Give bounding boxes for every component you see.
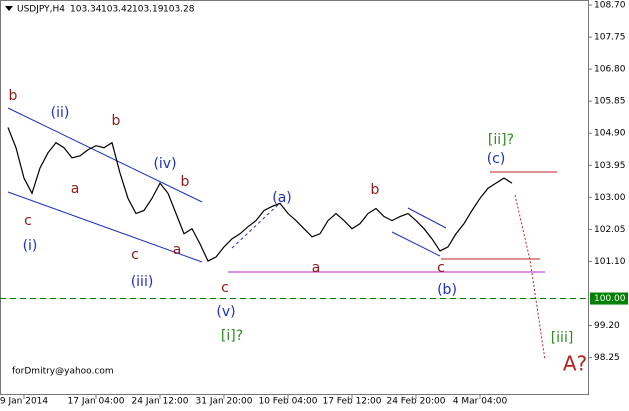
wave-label: [iii] [551, 330, 574, 346]
wave-label: (b) [437, 282, 457, 298]
trend-line [7, 107, 203, 203]
y-tick-label: 106.80 [594, 65, 626, 75]
x-tick-label: 31 Jan 20:00 [196, 397, 253, 407]
level-label-bg [590, 292, 628, 305]
price-line [7, 127, 513, 262]
wave-label: [i]? [221, 328, 243, 344]
channel-lines [7, 107, 447, 263]
x-tick-label: 10 Feb 04:00 [258, 397, 317, 407]
trend-line [7, 191, 203, 263]
wave-label: (ii) [51, 105, 70, 121]
y-tick-label: 104.90 [594, 129, 626, 139]
wave-label: c [24, 213, 32, 229]
trend-line [231, 202, 281, 249]
wave-label: c [131, 247, 139, 263]
y-tick-label: 102.05 [594, 225, 626, 235]
wave-label: A? [563, 352, 587, 376]
wave-label: [ii]? [488, 132, 514, 148]
wave-label: c [437, 260, 445, 276]
y-tick-label: 103.00 [594, 193, 626, 203]
y-tick-label: 103.95 [594, 161, 626, 171]
y-tick-label: 99.20 [594, 321, 620, 331]
wave-label: (iii) [131, 274, 154, 290]
watermark: forDmitry@yahoo.com [12, 367, 114, 377]
wave-label: a [71, 181, 80, 197]
plot-frame [0, 0, 589, 395]
y-tick-label: 98.25 [594, 353, 620, 363]
level-label: 100.00 [594, 294, 626, 304]
wave-label: b [181, 174, 190, 190]
wave-label: b [9, 88, 18, 104]
x-tick-label: 17 Jan 04:00 [68, 397, 125, 407]
y-tick-label: 107.75 [594, 33, 626, 43]
quote-value: 103.34 [70, 5, 102, 15]
menu-arrow [5, 6, 13, 11]
symbol: USDJPY,H4 [17, 5, 65, 15]
wave-label: b [371, 182, 380, 198]
wave-label: c [221, 280, 229, 296]
x-tick-label: 24 Feb 20:00 [386, 397, 445, 407]
x-tick-label: 17 Feb 12:00 [322, 397, 381, 407]
trend-line [391, 231, 441, 257]
x-tick-label: 9 Jan 2014 [0, 397, 48, 407]
wave-label: (i) [23, 238, 38, 254]
quote-value: 103.19 [132, 5, 164, 15]
wave-label: (c) [487, 151, 506, 167]
y-tick-label: 101.10 [594, 257, 626, 267]
wave-label: a [312, 260, 321, 276]
wave-label: (a) [272, 190, 292, 206]
y-tick-label: 105.85 [594, 97, 626, 107]
x-tick-label: 24 Jan 12:00 [132, 397, 189, 407]
quote-value: 103.28 [163, 5, 195, 15]
x-tick-label: 4 Mar 04:00 [453, 397, 508, 407]
wave-label: a [173, 242, 182, 258]
wave-label: b [112, 113, 121, 129]
quote-value: 103.42 [101, 5, 133, 15]
y-tick-label: 108.70 [594, 1, 626, 11]
trend-line [407, 207, 447, 229]
wave-label: (v) [216, 304, 235, 320]
wave-label: (iv) [153, 156, 176, 172]
